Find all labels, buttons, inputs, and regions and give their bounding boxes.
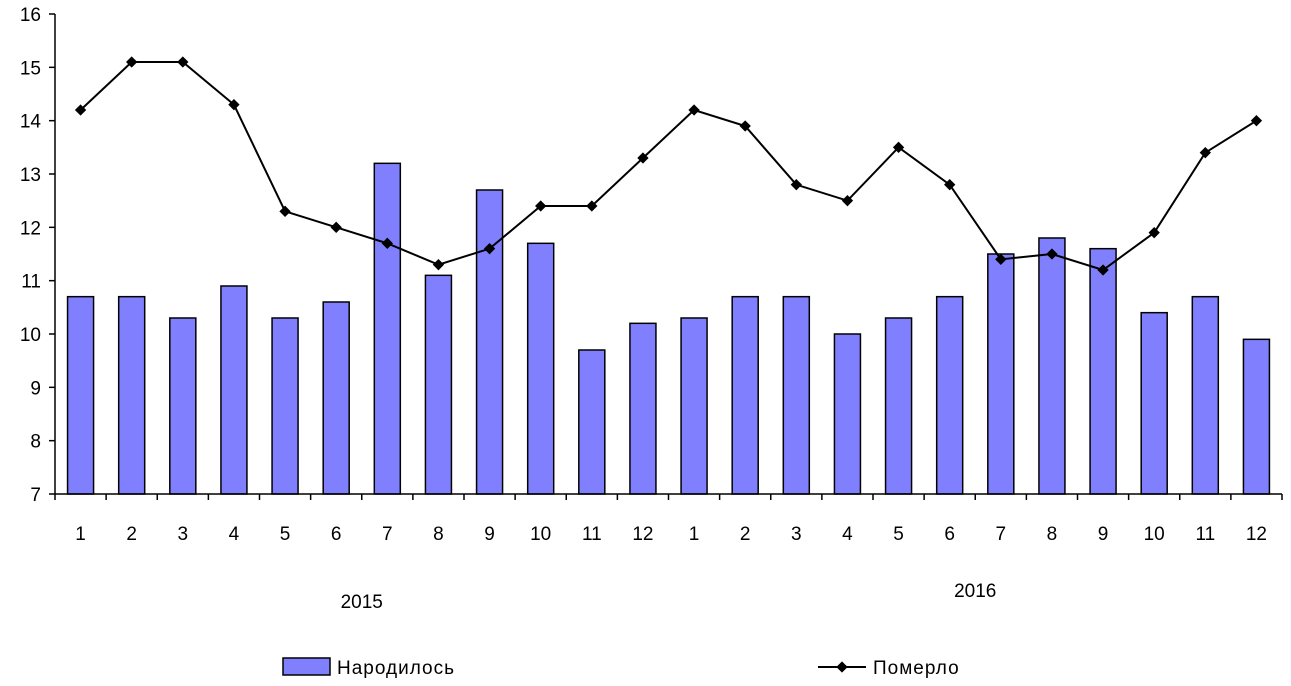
x-tick-label: 9 xyxy=(1098,524,1109,545)
x-tick-label: 3 xyxy=(791,524,802,545)
line-point xyxy=(483,243,496,255)
y-tick-label: 16 xyxy=(20,5,41,26)
x-tick-label: 5 xyxy=(893,524,904,545)
line-point xyxy=(944,179,956,191)
bar xyxy=(1140,311,1168,495)
year-label: 2015 xyxy=(341,592,383,613)
y-tick-label: 13 xyxy=(20,165,41,186)
line-point xyxy=(841,195,854,207)
bar xyxy=(578,349,606,495)
line-point xyxy=(790,179,802,191)
line-point xyxy=(381,237,393,249)
x-tick-label: 2 xyxy=(740,524,751,545)
line-point xyxy=(1046,248,1058,260)
bar xyxy=(373,162,402,495)
legend-line-marker xyxy=(836,661,848,673)
bar xyxy=(935,295,964,495)
legend-label-line: Померло xyxy=(873,658,960,679)
bar xyxy=(987,253,1015,495)
x-tick-label: 11 xyxy=(1195,524,1215,545)
x-tick-label: 6 xyxy=(331,524,342,545)
bar xyxy=(833,333,862,495)
bar xyxy=(475,189,504,495)
bar xyxy=(169,317,197,495)
line-point xyxy=(279,205,291,217)
x-tick-label: 1 xyxy=(689,524,700,545)
bar xyxy=(117,295,146,495)
x-tick-label: 4 xyxy=(229,524,240,545)
bar xyxy=(1038,237,1066,495)
x-tick-label: 10 xyxy=(1144,524,1165,545)
line-point xyxy=(1250,115,1263,127)
bar xyxy=(731,295,759,495)
bar xyxy=(271,317,299,495)
bar xyxy=(1191,295,1220,495)
legend: Народилось Померло xyxy=(282,657,960,679)
line-point xyxy=(1148,227,1160,239)
y-tick-label: 14 xyxy=(20,112,42,133)
line-point xyxy=(432,259,445,271)
line-point xyxy=(1097,264,1109,276)
line-point xyxy=(892,141,905,153)
x-tick-label: 8 xyxy=(433,524,444,545)
bar xyxy=(680,317,708,495)
x-tick-label: 4 xyxy=(842,524,853,545)
y-tick-label: 12 xyxy=(20,218,41,239)
x-tick-label: 10 xyxy=(530,524,551,545)
x-tick-label: 5 xyxy=(280,524,291,545)
bar xyxy=(424,274,453,495)
x-tick-label: 7 xyxy=(382,524,393,545)
x-tick-label: 12 xyxy=(1246,524,1267,545)
x-axis: 1 2 3 4 5 6 7 8 9 10 11 12 1 2 3 4 5 6 7 8 9 10 11 12 xyxy=(54,493,1283,545)
bar xyxy=(629,322,657,495)
line-point xyxy=(586,200,598,212)
y-tick-label: 10 xyxy=(20,325,41,346)
x-tick-label: 9 xyxy=(484,524,495,545)
line-series xyxy=(74,56,1263,276)
y-tick-label: 15 xyxy=(20,58,41,79)
line-point xyxy=(330,221,342,233)
x-tick-label: 12 xyxy=(632,524,653,545)
bar xyxy=(66,295,95,495)
x-tick-label: 6 xyxy=(944,524,955,545)
x-tick-label: 1 xyxy=(75,524,86,545)
x-tick-label: 3 xyxy=(178,524,189,545)
bar xyxy=(322,301,350,495)
y-tick-label: 11 xyxy=(21,272,41,293)
y-tick-label: 9 xyxy=(30,378,41,399)
x-tick-label: 8 xyxy=(1047,524,1058,545)
x-tick-label: 7 xyxy=(996,524,1007,545)
bar xyxy=(1089,247,1117,495)
bar xyxy=(220,285,248,495)
line-point xyxy=(637,152,649,164)
x-tick-label: 2 xyxy=(126,524,137,545)
y-tick-label: 7 xyxy=(30,485,41,506)
y-tick-label: 8 xyxy=(30,432,41,453)
legend-swatch-bar xyxy=(282,657,331,676)
bar xyxy=(884,317,913,495)
year-label: 2016 xyxy=(954,581,996,602)
bar xyxy=(782,295,811,495)
line-point xyxy=(535,200,547,212)
legend-label-bar: Народилось xyxy=(337,658,455,679)
bar xyxy=(1242,338,1271,495)
x-tick-label: 11 xyxy=(582,524,602,545)
bar xyxy=(526,242,555,495)
line-path xyxy=(79,61,1257,272)
year-labels: 2015 2016 xyxy=(341,581,997,613)
y-axis: 7 8 9 10 11 12 13 14 15 16 xyxy=(20,5,56,506)
line-point xyxy=(1199,147,1211,159)
bar-series xyxy=(66,162,1271,495)
